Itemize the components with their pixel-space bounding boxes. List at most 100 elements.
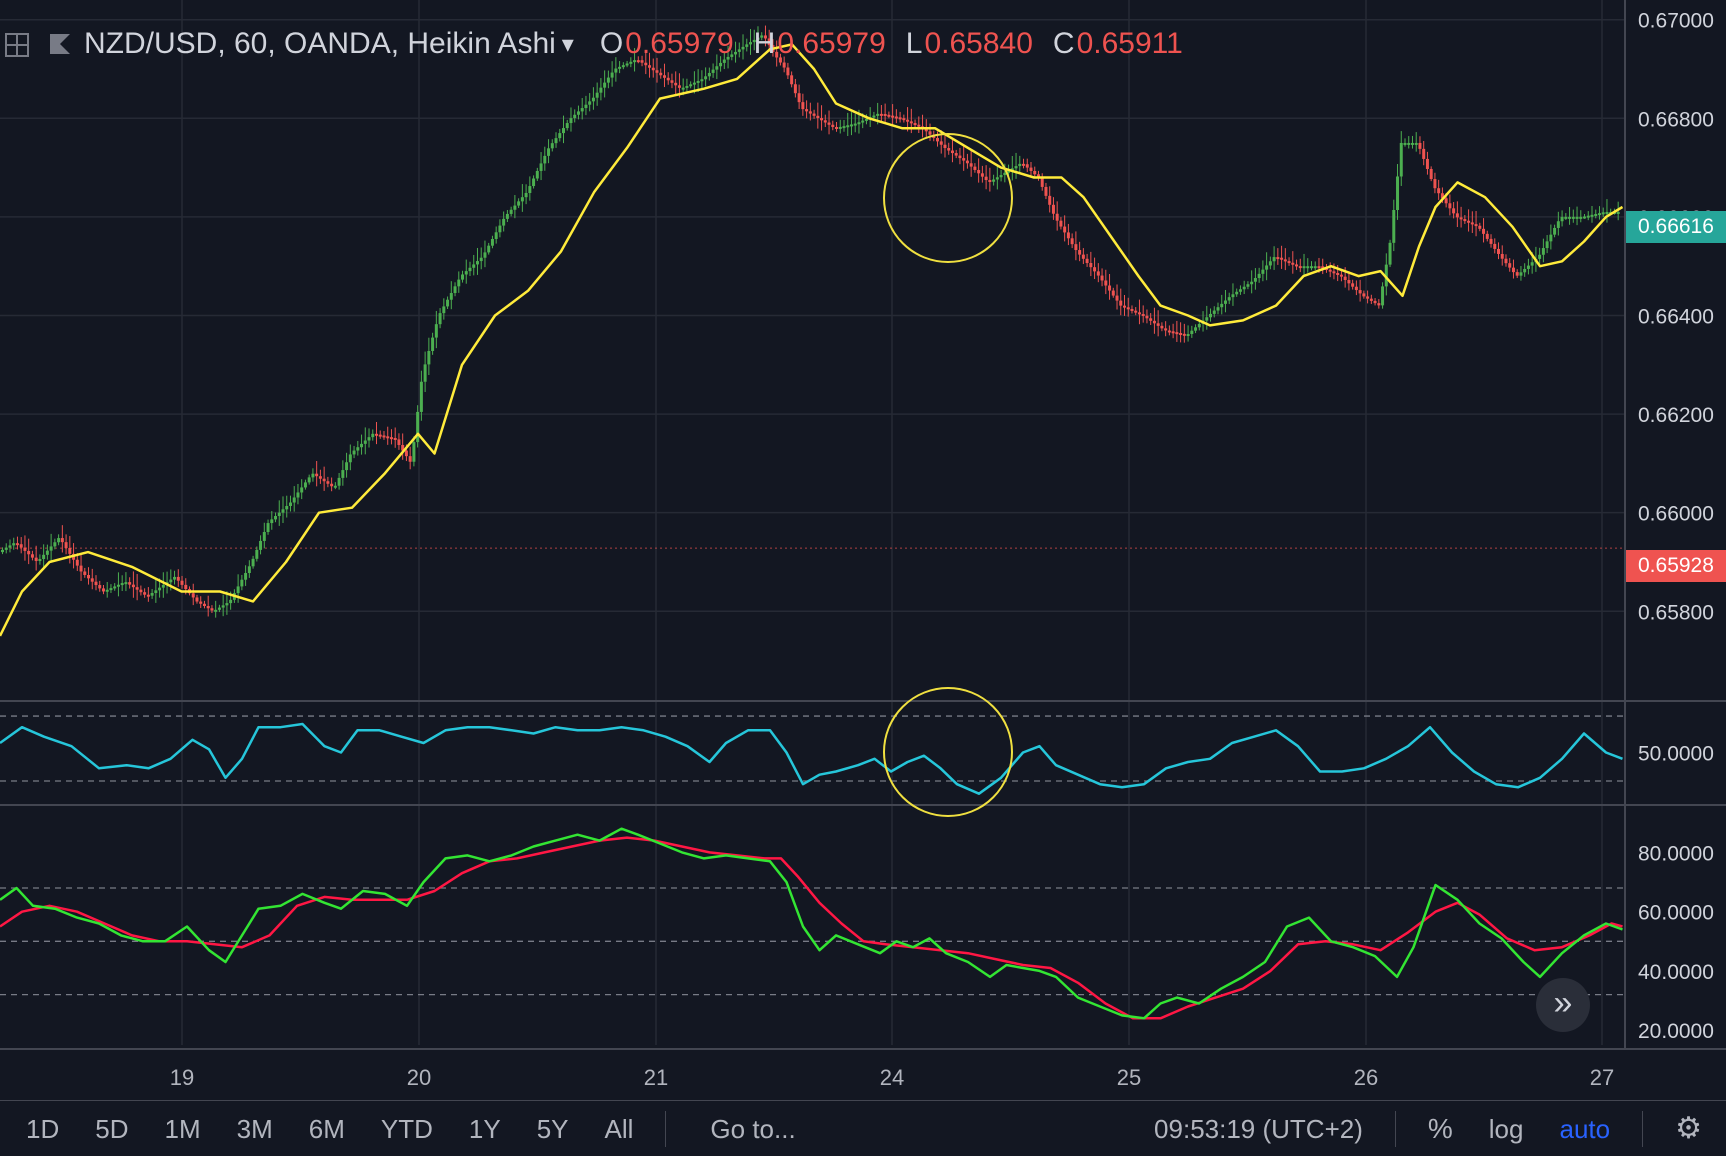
candle-body [988,180,992,183]
candle-body [1373,300,1377,304]
candle-body [1601,212,1605,215]
candle-body [659,72,663,76]
candle-body [15,543,19,546]
candle-body [1538,254,1542,259]
candle-body [1152,320,1156,324]
candle-body [64,542,68,549]
candle-body [1470,222,1474,225]
candle-body [1433,179,1437,189]
candle-body [704,76,708,80]
candle-body [318,476,322,479]
candle-body [1455,213,1459,218]
candle-body [696,80,700,83]
candle-body [42,554,46,560]
crosshair-icon[interactable] [2,28,34,60]
candle-body [19,544,23,548]
candle-body [45,550,49,555]
annotation-circle [883,133,1013,263]
candle-body [756,37,760,40]
time-axis-label: 20 [407,1065,431,1090]
candle-body [1571,216,1575,219]
range-1d-button[interactable]: 1D [26,1113,60,1144]
range-5y-button[interactable]: 5Y [536,1113,569,1144]
candle-body [1257,273,1261,279]
range-5d-button[interactable]: 5D [95,1113,129,1144]
candle-body [595,92,599,98]
price-pane[interactable] [0,25,1624,637]
clock-timezone-button[interactable]: 09:53:19 (UTC+2) [1154,1113,1363,1144]
range-3m-button[interactable]: 3M [236,1113,273,1144]
range-6m-button[interactable]: 6M [308,1113,345,1144]
candle-body [1212,310,1216,314]
price-axis-label: 0.66200 [1638,404,1714,427]
candle-body [442,306,446,314]
flag-icon[interactable] [46,28,76,60]
candle-body [980,173,984,177]
gear-icon[interactable]: ⚙ [1675,1111,1702,1145]
range-1y-button[interactable]: 1Y [468,1113,501,1144]
rsi-pane[interactable] [0,722,1623,795]
auto-scale-button[interactable]: auto [1559,1113,1611,1144]
candle-body [1040,177,1044,187]
candle-body [1137,312,1141,315]
candle-body [57,538,61,543]
candle-body [1485,233,1489,239]
stoch-axis-label: 80.0000 [1638,842,1714,865]
candle-body [864,118,868,121]
range-ytd-button[interactable]: YTD [380,1113,433,1144]
candle-body [266,523,270,532]
stochastic-pane[interactable] [0,827,1623,1020]
candle-body [90,578,94,582]
candle-body [1388,242,1392,265]
candle-body [4,547,8,550]
candle-body [820,118,824,121]
chevron-down-icon[interactable]: ▾ [561,30,574,58]
candle-body [565,123,569,129]
candle-body [767,38,771,46]
candle-body [662,75,666,78]
candle-body [300,487,304,493]
candle-body [199,601,203,604]
candle-body [1063,226,1067,233]
candle-body [307,477,311,483]
time-axis-label: 25 [1117,1065,1141,1090]
scroll-to-realtime-button[interactable]: » [1536,978,1590,1032]
candle-body [1074,244,1078,251]
candle-body [621,65,625,68]
candle-body [509,209,513,214]
candle-body [457,279,461,287]
candle-body [1048,195,1052,205]
goto-date-button[interactable]: Go to... [710,1113,796,1144]
candle-body [737,49,741,52]
candle-body [1078,250,1082,255]
candle-body [1108,285,1112,291]
candle-body [517,201,521,206]
candle-body [363,440,367,444]
log-scale-button[interactable]: log [1488,1113,1524,1144]
candle-body [1,549,4,553]
candle-body [532,178,536,187]
percent-scale-button[interactable]: % [1427,1112,1453,1144]
range-all-button[interactable]: All [604,1113,634,1144]
candle-body [1407,142,1411,145]
candle-body [1096,271,1100,276]
candle-body [386,436,390,439]
candle-body [1616,211,1620,214]
time-axis-label: 19 [170,1065,194,1090]
range-1m-button[interactable]: 1M [164,1113,201,1144]
candle-body [1123,305,1126,308]
candle-body [1351,283,1355,287]
candle-body [999,175,1003,178]
candle-body [872,115,876,118]
candle-body [1235,291,1239,295]
candle-body [461,274,465,280]
candle-body [1010,168,1014,171]
candle-body [1358,290,1362,294]
symbol-title[interactable]: NZD/USD, 60, OANDA, Heikin Ashi [84,27,556,60]
candle-body [1482,228,1486,234]
candle-body [1209,313,1213,318]
candle-body [1568,216,1572,219]
candle-body [562,128,565,134]
candle-body [1197,323,1201,328]
